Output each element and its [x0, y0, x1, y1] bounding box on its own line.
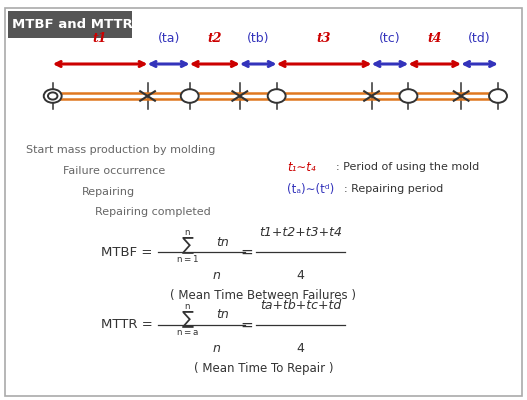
Text: MTBF =: MTBF =	[102, 246, 153, 258]
Text: ( Mean Time To Repair ): ( Mean Time To Repair )	[194, 362, 333, 375]
Text: 4: 4	[297, 342, 304, 354]
Text: (td): (td)	[469, 32, 491, 45]
Text: Failure occurrence: Failure occurrence	[63, 166, 165, 176]
Text: $\sum_{\mathregular{n=a}}^{\mathregular{n}}$: $\sum_{\mathregular{n=a}}^{\mathregular{…	[175, 302, 199, 338]
Text: (tc): (tc)	[379, 32, 401, 45]
Text: : Period of using the mold: : Period of using the mold	[336, 162, 480, 172]
Text: $\sum_{\mathregular{n=1}}^{\mathregular{n}}$: $\sum_{\mathregular{n=1}}^{\mathregular{…	[175, 229, 199, 266]
Text: t1: t1	[93, 32, 108, 45]
Text: t4: t4	[427, 32, 442, 45]
FancyBboxPatch shape	[8, 11, 132, 38]
Text: n: n	[212, 342, 220, 354]
Text: t2: t2	[208, 32, 222, 45]
Circle shape	[44, 89, 62, 103]
Text: ( Mean Time Between Failures ): ( Mean Time Between Failures )	[171, 290, 356, 302]
Text: Repairing: Repairing	[82, 186, 135, 196]
Text: MTBF and MTTR: MTBF and MTTR	[12, 18, 132, 31]
Text: 4: 4	[297, 269, 304, 282]
Text: (ta): (ta)	[158, 32, 180, 45]
Text: =: =	[240, 244, 253, 260]
Text: t1+t2+t3+t4: t1+t2+t3+t4	[259, 226, 342, 239]
Text: Start mass production by molding: Start mass production by molding	[26, 145, 216, 155]
Text: ta+tb+tc+td: ta+tb+tc+td	[260, 299, 341, 312]
Text: t₁∼t₄: t₁∼t₄	[287, 161, 316, 174]
Circle shape	[268, 89, 286, 103]
Text: Repairing completed: Repairing completed	[95, 207, 211, 218]
Text: MTTR =: MTTR =	[101, 318, 153, 331]
Circle shape	[48, 92, 57, 100]
Text: =: =	[240, 317, 253, 332]
Text: n: n	[212, 269, 220, 282]
Text: tn: tn	[216, 308, 229, 321]
Circle shape	[399, 89, 417, 103]
Text: : Repairing period: : Repairing period	[344, 184, 443, 194]
Text: (tₐ)∼(tᵈ): (tₐ)∼(tᵈ)	[287, 183, 335, 196]
Text: tn: tn	[216, 236, 229, 248]
Text: (tb): (tb)	[247, 32, 269, 45]
Text: t3: t3	[317, 32, 331, 45]
Circle shape	[489, 89, 507, 103]
Circle shape	[181, 89, 199, 103]
